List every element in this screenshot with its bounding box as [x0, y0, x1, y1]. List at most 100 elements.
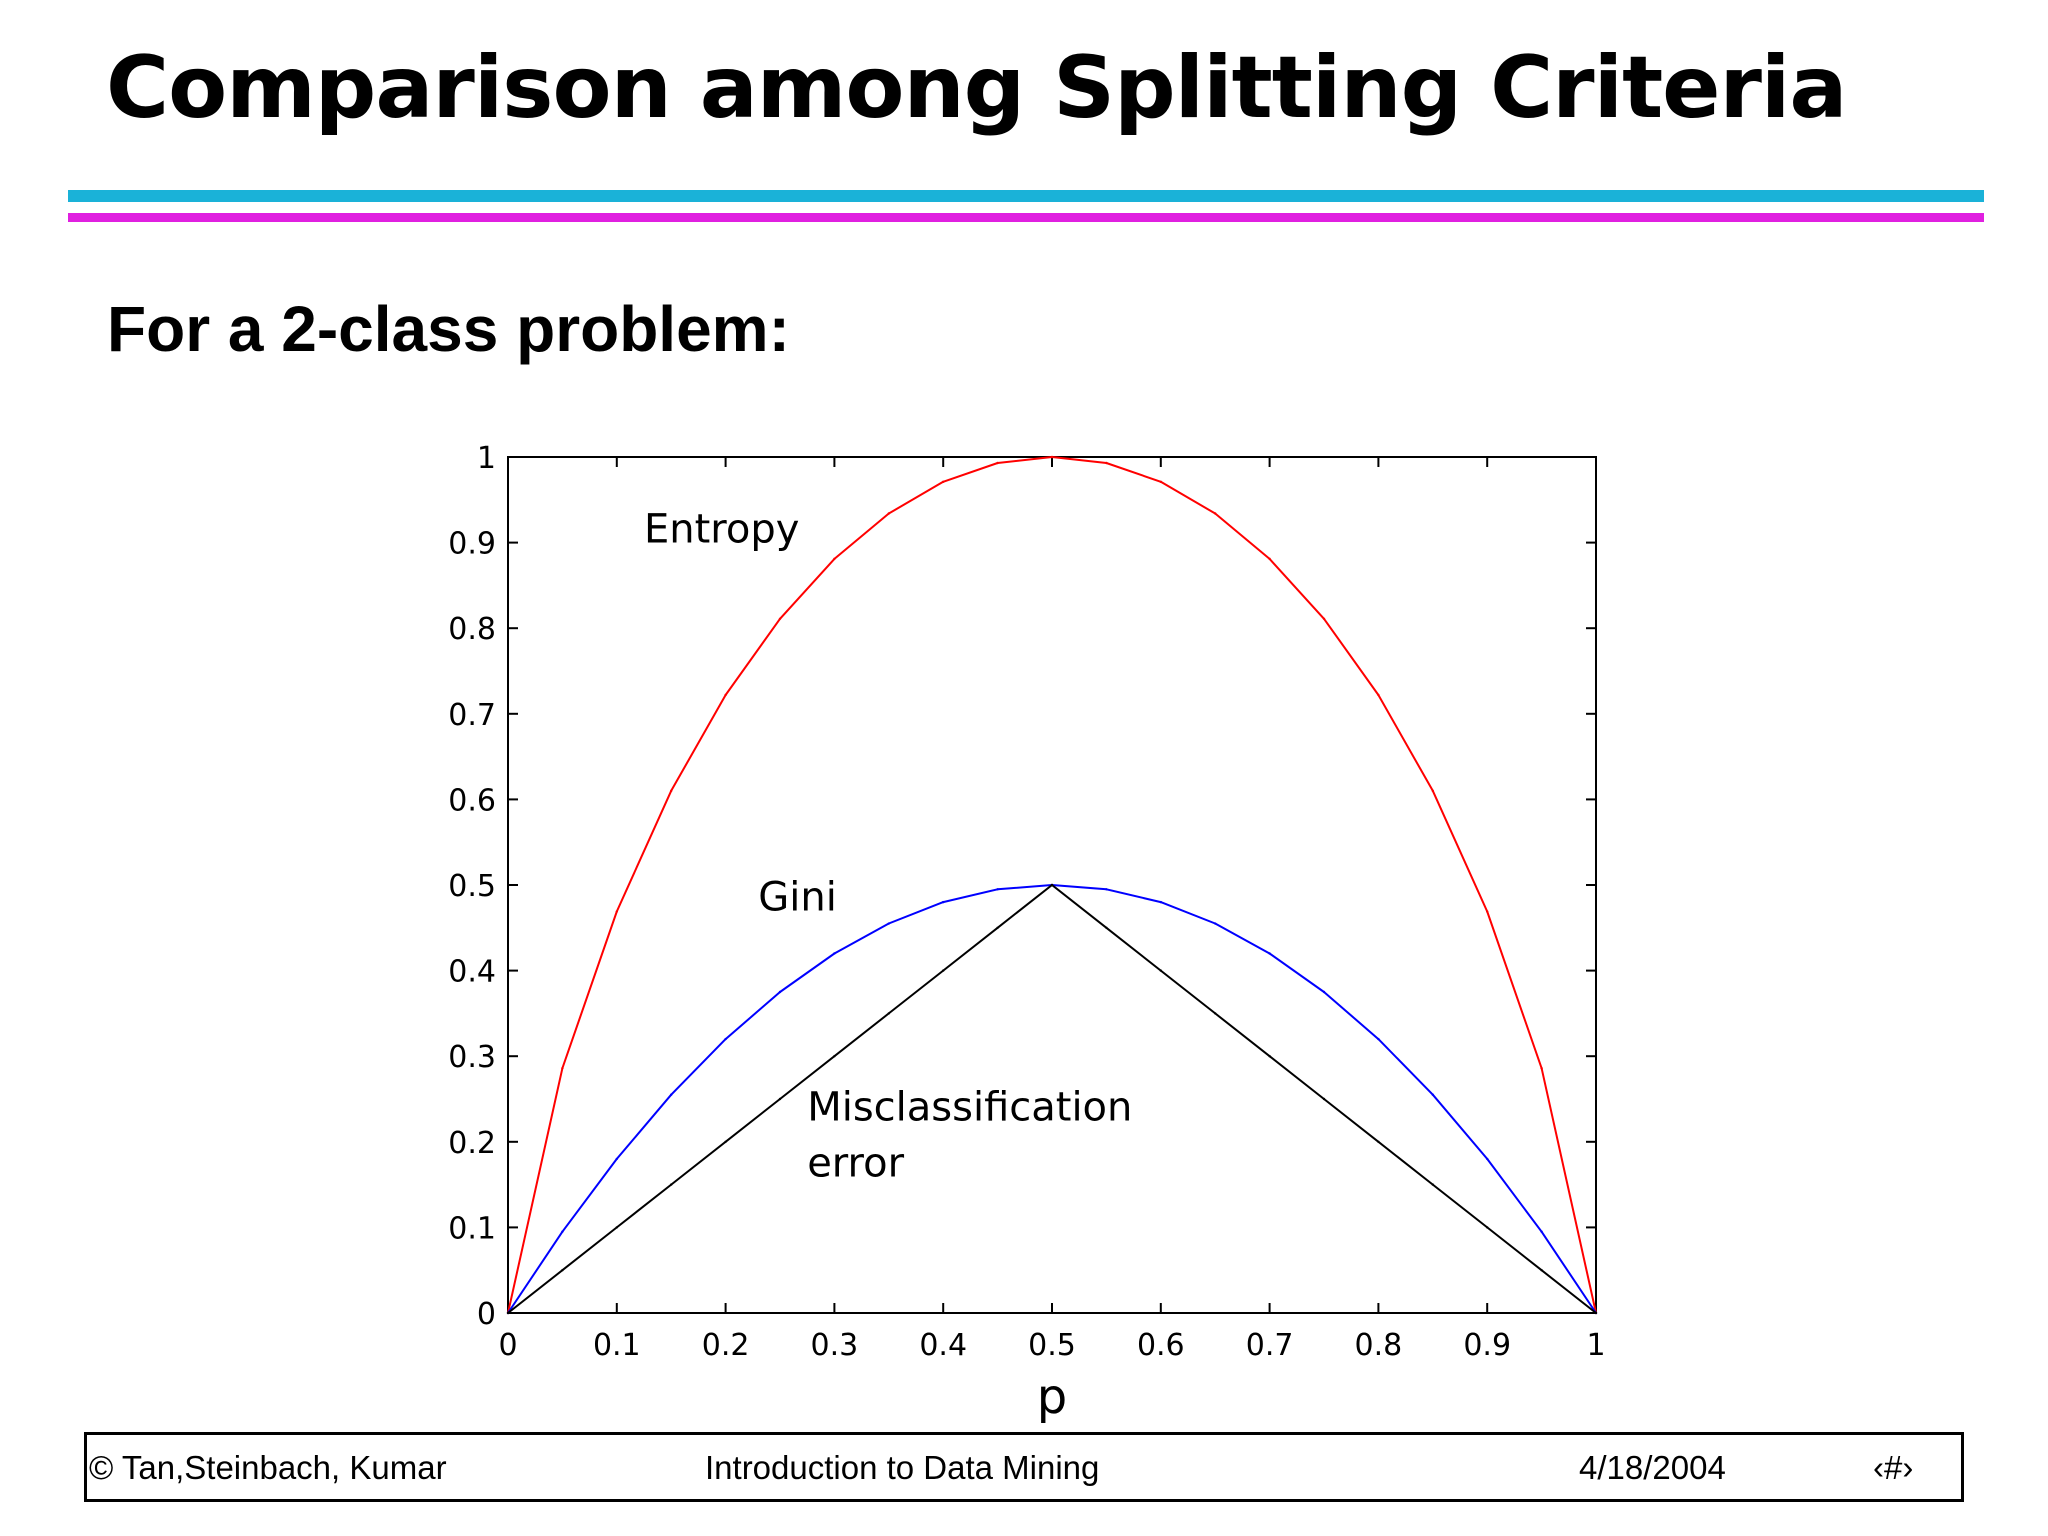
data-point-gini: [561, 1230, 564, 1233]
x-tick-label: 0.9: [1463, 1328, 1511, 1363]
series-annotation: Misclassification error: [807, 1084, 1132, 1186]
series-annotation-line: Entropy: [644, 507, 799, 553]
data-point-misclassification-error: [506, 1311, 510, 1315]
data-point-misclassification-error: [1431, 1183, 1435, 1186]
series-annotation: Gini: [758, 875, 837, 921]
x-tick-label: 0.1: [593, 1328, 641, 1363]
data-point-entropy: [724, 693, 727, 697]
chart-series: [506, 455, 1598, 1315]
y-tick-label: 0.8: [448, 612, 496, 647]
footer-author: © Tan,Steinbach, Kumar: [89, 1449, 447, 1486]
y-tick-label: 0.5: [448, 869, 496, 904]
x-tick-label: 0.4: [919, 1328, 967, 1363]
data-point-misclassification-error: [561, 1269, 564, 1272]
data-point-misclassification-error: [1214, 1012, 1217, 1015]
data-point-entropy: [1540, 1066, 1543, 1070]
data-point-misclassification-error: [887, 1012, 890, 1015]
series-annotation-line: Gini: [758, 875, 837, 921]
data-point-entropy: [1431, 789, 1435, 793]
y-tick-label: 0.4: [448, 955, 496, 990]
x-tick-label: 0.3: [811, 1328, 859, 1363]
data-point-misclassification-error: [1050, 883, 1054, 887]
data-point-gini: [1431, 1093, 1435, 1096]
data-point-gini: [1486, 1157, 1489, 1161]
data-point-gini: [833, 952, 836, 955]
data-point-entropy: [887, 512, 890, 515]
data-point-misclassification-error: [670, 1183, 673, 1186]
y-tick-label: 0.9: [448, 527, 496, 562]
data-point-entropy: [778, 617, 782, 620]
slide-subtitle: For a 2-class problem:: [107, 293, 790, 365]
y-tick-label: 0.2: [448, 1126, 496, 1161]
data-point-gini: [1377, 1037, 1380, 1041]
series-annotation-line: Misclassification: [807, 1084, 1132, 1130]
data-point-misclassification-error: [724, 1140, 727, 1144]
data-point-gini: [1214, 922, 1217, 925]
data-point-entropy: [1214, 512, 1217, 515]
data-point-entropy: [670, 789, 673, 793]
x-tick-label: 0.8: [1355, 1328, 1403, 1363]
data-point-entropy: [942, 480, 945, 484]
footer-date: 4/18/2004: [1579, 1449, 1726, 1486]
data-point-misclassification-error: [1540, 1269, 1543, 1272]
y-tick-label: 0: [477, 1297, 496, 1332]
data-point-gini: [1322, 990, 1326, 994]
data-point-misclassification-error: [1105, 926, 1108, 929]
series-annotation: Entropy: [644, 507, 799, 553]
data-point-entropy: [1322, 617, 1326, 620]
data-point-entropy: [1105, 461, 1108, 465]
data-point-misclassification-error: [1486, 1226, 1489, 1229]
data-point-entropy: [1377, 693, 1380, 697]
x-tick-label: 0.5: [1028, 1328, 1076, 1363]
data-point-gini: [996, 888, 999, 891]
data-point-misclassification-error: [778, 1097, 782, 1101]
chart: 0 0.1 0.2 0.3 0.4 0.5 0.6 0.7 0.8 0.9 1 0 0.1 0.2 0.3 0…: [448, 441, 1605, 1425]
data-point-entropy: [1050, 455, 1054, 459]
data-point-entropy: [833, 557, 836, 561]
data-point-entropy: [996, 461, 999, 465]
x-axis-label: p: [1037, 1369, 1067, 1425]
data-point-misclassification-error: [1377, 1140, 1380, 1144]
y-tick-label: 0.3: [448, 1040, 496, 1075]
data-point-misclassification-error: [1594, 1311, 1598, 1315]
data-point-gini: [778, 990, 782, 994]
data-point-gini: [1540, 1230, 1543, 1233]
footer-page-number: ‹#›: [1873, 1449, 1914, 1486]
data-point-entropy: [615, 910, 618, 913]
data-point-entropy: [1268, 557, 1271, 561]
chart-axes: 0 0.1 0.2 0.3 0.4 0.5 0.6 0.7 0.8 0.9 1 0 0.1 0.2 0.3 0…: [448, 441, 1605, 1425]
chart-annotations: Entropy Gini Misclassification error: [644, 507, 1132, 1187]
slide-title: Comparison among Splitting Criteria: [106, 38, 1847, 138]
data-point-gini: [942, 900, 945, 904]
data-point-misclassification-error: [1268, 1055, 1271, 1058]
x-tick-label: 0.6: [1137, 1328, 1185, 1363]
data-point-misclassification-error: [942, 969, 945, 972]
title-rule-magenta: [68, 213, 1984, 222]
x-tick-label: 0: [498, 1328, 517, 1363]
data-point-entropy: [1486, 910, 1489, 913]
data-point-entropy: [561, 1066, 564, 1070]
x-tick-label: 0.7: [1246, 1328, 1294, 1363]
data-point-entropy: [1159, 480, 1163, 484]
data-point-gini: [1159, 900, 1163, 904]
x-tick-label: 1: [1586, 1328, 1605, 1363]
data-point-misclassification-error: [1159, 969, 1163, 972]
footer: © Tan,Steinbach, Kumar Introduction to D…: [84, 1432, 1964, 1502]
title-rule-cyan: [68, 190, 1984, 202]
footer-course: Introduction to Data Mining: [705, 1449, 1100, 1486]
data-point-gini: [1268, 952, 1271, 955]
data-point-gini: [1105, 888, 1108, 891]
y-tick-label: 0.6: [448, 783, 496, 818]
y-tick-label: 1: [477, 441, 496, 476]
data-point-misclassification-error: [615, 1226, 618, 1229]
data-point-gini: [887, 922, 890, 925]
data-point-misclassification-error: [833, 1055, 836, 1058]
data-point-misclassification-error: [996, 926, 999, 929]
data-point-misclassification-error: [1322, 1097, 1326, 1101]
data-point-gini: [615, 1157, 618, 1161]
data-point-gini: [724, 1037, 727, 1041]
data-point-gini: [670, 1093, 673, 1096]
series-annotation-line: error: [807, 1140, 904, 1186]
y-tick-label: 0.1: [448, 1211, 496, 1246]
